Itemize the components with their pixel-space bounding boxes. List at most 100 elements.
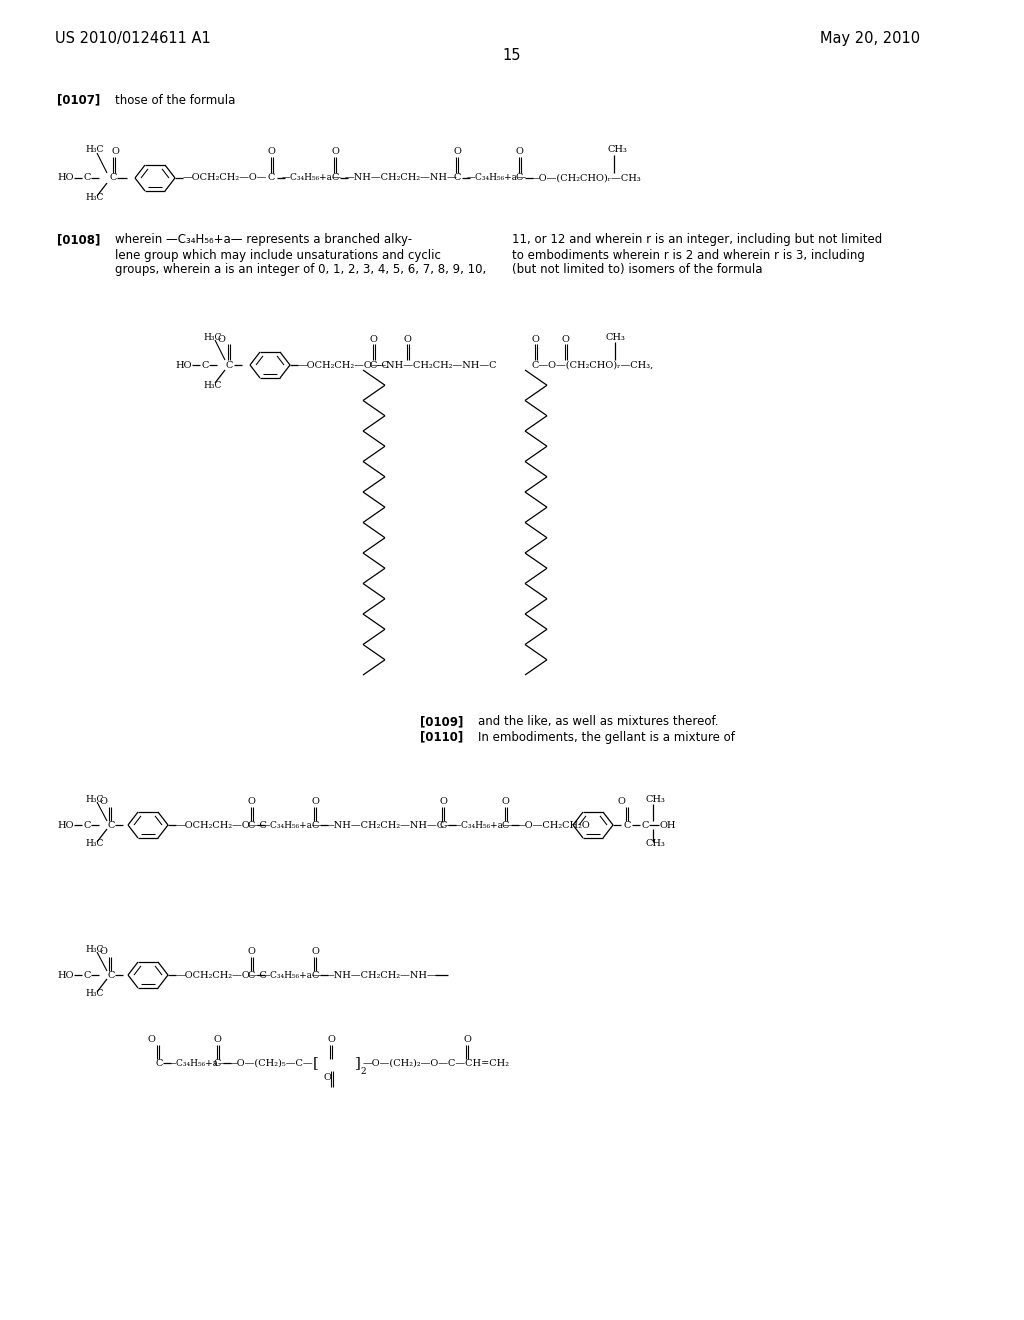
Text: —OCH₂CH₂—O—C: —OCH₂CH₂—O—C	[176, 821, 268, 829]
Text: —NH—CH₂CH₂—NH—: —NH—CH₂CH₂—NH—	[325, 970, 437, 979]
Text: O: O	[214, 1035, 222, 1044]
Text: O: O	[323, 1072, 331, 1081]
Text: C: C	[248, 970, 255, 979]
Text: US 2010/0124611 A1: US 2010/0124611 A1	[55, 30, 211, 45]
Text: O: O	[311, 948, 318, 957]
Text: O: O	[327, 1035, 335, 1044]
Text: H₃C: H₃C	[85, 795, 103, 804]
Text: C: C	[453, 173, 461, 182]
Text: C: C	[502, 821, 509, 829]
Text: CH₃: CH₃	[646, 795, 666, 804]
Text: C: C	[248, 821, 255, 829]
Text: OH: OH	[659, 821, 676, 829]
Text: C: C	[311, 821, 318, 829]
Text: —C₃₄H₅₆+a—: —C₃₄H₅₆+a—	[168, 1059, 228, 1068]
Text: [0109]: [0109]	[420, 715, 464, 729]
Text: O: O	[311, 797, 318, 807]
Text: O: O	[404, 334, 412, 343]
Text: 15: 15	[503, 48, 521, 62]
Text: HO: HO	[57, 970, 74, 979]
Text: C: C	[439, 821, 446, 829]
Text: (but not limited to) isomers of the formula: (but not limited to) isomers of the form…	[512, 264, 763, 276]
Text: O: O	[112, 148, 120, 157]
Text: C: C	[106, 821, 115, 829]
Text: C: C	[226, 360, 233, 370]
Text: O: O	[218, 334, 226, 343]
Text: —OCH₂CH₂—O—C: —OCH₂CH₂—O—C	[298, 360, 390, 370]
Text: —O—CH₂CH₂O: —O—CH₂CH₂O	[516, 821, 591, 829]
Text: [0108]: [0108]	[57, 234, 100, 247]
Text: HO: HO	[57, 173, 74, 182]
Text: O: O	[562, 334, 570, 343]
Text: H₃C: H₃C	[203, 333, 221, 342]
Text: those of the formula: those of the formula	[115, 94, 236, 107]
Text: C: C	[109, 173, 117, 182]
Text: H₃C: H₃C	[203, 380, 221, 389]
Text: C—NH—CH₂CH₂—NH—C: C—NH—CH₂CH₂—NH—C	[370, 360, 498, 370]
Text: CH₃: CH₃	[607, 145, 627, 154]
Text: O: O	[502, 797, 510, 807]
Text: H₃C: H₃C	[85, 840, 103, 849]
Text: O: O	[453, 148, 461, 157]
Text: C: C	[214, 1059, 221, 1068]
Text: —C₃₄H₅₆+a—: —C₃₄H₅₆+a—	[262, 970, 322, 979]
Text: 2: 2	[360, 1067, 366, 1076]
Text: —OCH₂CH₂—O—: —OCH₂CH₂—O—	[183, 173, 267, 182]
Text: —OCH₂CH₂—O—C: —OCH₂CH₂—O—C	[176, 970, 268, 979]
Text: —C₃₄H₅₆+a—: —C₃₄H₅₆+a—	[467, 173, 527, 182]
Text: CH₃: CH₃	[646, 838, 666, 847]
Text: C: C	[311, 970, 318, 979]
Text: lene group which may include unsaturations and cyclic: lene group which may include unsaturatio…	[115, 248, 441, 261]
Text: —C₃₄H₅₆+a—: —C₃₄H₅₆+a—	[262, 821, 322, 829]
Text: groups, wherein a is an integer of 0, 1, 2, 3, 4, 5, 6, 7, 8, 9, 10,: groups, wherein a is an integer of 0, 1,…	[115, 264, 486, 276]
Text: HO: HO	[57, 821, 74, 829]
Text: —O—(CH₂CHO)ᵣ—CH₃: —O—(CH₂CHO)ᵣ—CH₃	[530, 173, 642, 182]
Text: O: O	[516, 148, 524, 157]
Text: C: C	[624, 821, 632, 829]
Text: O: O	[617, 797, 625, 807]
Text: O: O	[532, 334, 540, 343]
Text: and the like, as well as mixtures thereof.: and the like, as well as mixtures thereo…	[478, 715, 719, 729]
Text: C—O—(CH₂CHO)ᵣ—CH₃,: C—O—(CH₂CHO)ᵣ—CH₃,	[532, 360, 654, 370]
Text: C: C	[83, 821, 90, 829]
Text: wherein —C₃₄H₅₆+a— represents a branched alky-: wherein —C₃₄H₅₆+a— represents a branched…	[115, 234, 412, 247]
Text: —O—(CH₂)₂—O—C—CH=CH₂: —O—(CH₂)₂—O—C—CH=CH₂	[362, 1059, 510, 1068]
Text: H₃C: H₃C	[85, 145, 103, 154]
Text: O: O	[148, 1035, 156, 1044]
Text: H₃C: H₃C	[85, 990, 103, 998]
Text: H₃C: H₃C	[85, 945, 103, 953]
Text: 11, or 12 and wherein r is an integer, including but not limited: 11, or 12 and wherein r is an integer, i…	[512, 234, 883, 247]
Text: H₃C: H₃C	[85, 194, 103, 202]
Text: ]: ]	[355, 1056, 360, 1071]
Text: O: O	[439, 797, 446, 807]
Text: In embodiments, the gellant is a mixture of: In embodiments, the gellant is a mixture…	[478, 730, 735, 743]
Text: C: C	[516, 173, 523, 182]
Text: O: O	[370, 334, 378, 343]
Text: O: O	[331, 148, 339, 157]
Text: O: O	[248, 948, 256, 957]
Text: —NH—CH₂CH₂—NH—: —NH—CH₂CH₂—NH—	[345, 173, 458, 182]
Text: C: C	[155, 1059, 163, 1068]
Text: O: O	[463, 1035, 471, 1044]
Text: HO: HO	[175, 360, 191, 370]
Text: [: [	[313, 1056, 318, 1071]
Text: O: O	[248, 797, 256, 807]
Text: —C₃₄H₅₆+a—: —C₃₄H₅₆+a—	[282, 173, 342, 182]
Text: —NH—CH₂CH₂—NH—C—: —NH—CH₂CH₂—NH—C—	[325, 821, 455, 829]
Text: —O—(CH₂)₅—C—: —O—(CH₂)₅—C—	[228, 1059, 313, 1068]
Text: C: C	[83, 970, 90, 979]
Text: to embodiments wherein r is 2 and wherein r is 3, including: to embodiments wherein r is 2 and wherei…	[512, 248, 865, 261]
Text: O: O	[268, 148, 275, 157]
Text: C: C	[83, 173, 90, 182]
Text: O: O	[100, 948, 108, 957]
Text: CH₃: CH₃	[606, 333, 626, 342]
Text: C: C	[201, 360, 208, 370]
Text: C: C	[268, 173, 275, 182]
Text: C: C	[331, 173, 338, 182]
Text: C: C	[106, 970, 115, 979]
Text: [0110]: [0110]	[420, 730, 463, 743]
Text: [0107]: [0107]	[57, 94, 100, 107]
Text: O: O	[100, 797, 108, 807]
Text: —C₃₄H₅₆+a—: —C₃₄H₅₆+a—	[453, 821, 513, 829]
Text: C: C	[641, 821, 648, 829]
